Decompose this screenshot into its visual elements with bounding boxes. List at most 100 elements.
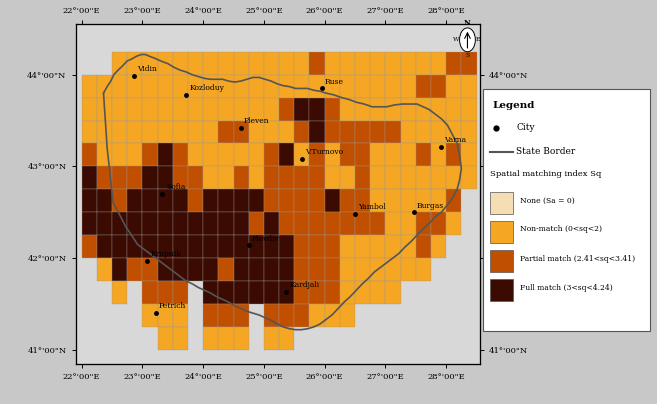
Bar xyxy=(355,98,371,120)
Bar xyxy=(386,235,401,258)
Bar xyxy=(203,258,218,281)
Bar xyxy=(386,52,401,75)
Bar xyxy=(309,143,325,166)
Bar xyxy=(81,166,97,189)
Bar xyxy=(264,98,279,120)
Bar xyxy=(309,258,325,281)
Bar xyxy=(97,258,112,281)
Text: Yambol: Yambol xyxy=(358,203,386,211)
Bar xyxy=(386,281,401,304)
Bar xyxy=(416,143,431,166)
Bar xyxy=(143,281,158,304)
Bar xyxy=(386,258,401,281)
Bar xyxy=(249,281,264,304)
Bar xyxy=(371,189,386,212)
Bar xyxy=(431,143,446,166)
Bar xyxy=(371,212,386,235)
Bar xyxy=(325,166,340,189)
Bar xyxy=(233,304,249,327)
Bar xyxy=(97,98,112,120)
Bar xyxy=(461,52,476,75)
Bar xyxy=(294,75,309,98)
Bar xyxy=(203,281,218,304)
Bar xyxy=(97,143,112,166)
FancyBboxPatch shape xyxy=(483,89,650,331)
Bar xyxy=(446,166,461,189)
Bar xyxy=(309,212,325,235)
Bar xyxy=(81,189,97,212)
Bar xyxy=(431,166,446,189)
Text: Vidin: Vidin xyxy=(137,65,158,73)
Bar xyxy=(203,98,218,120)
Bar xyxy=(264,212,279,235)
Bar xyxy=(431,212,446,235)
Bar xyxy=(279,52,294,75)
Bar xyxy=(461,166,476,189)
Bar xyxy=(203,143,218,166)
Bar xyxy=(279,212,294,235)
Bar xyxy=(294,304,309,327)
Bar xyxy=(489,250,513,272)
Bar xyxy=(203,75,218,98)
Bar xyxy=(371,143,386,166)
Bar xyxy=(294,281,309,304)
Bar xyxy=(233,258,249,281)
Text: Full match (3<sq<4.24): Full match (3<sq<4.24) xyxy=(520,284,612,292)
Bar xyxy=(173,235,188,258)
Bar xyxy=(386,189,401,212)
Bar xyxy=(401,98,416,120)
Bar xyxy=(340,98,355,120)
Bar xyxy=(188,235,203,258)
Bar xyxy=(325,235,340,258)
Bar xyxy=(279,98,294,120)
Text: E: E xyxy=(476,37,480,42)
Bar xyxy=(127,120,143,143)
Bar xyxy=(416,75,431,98)
Bar xyxy=(294,52,309,75)
Bar xyxy=(81,235,97,258)
Text: Krupnik: Krupnik xyxy=(150,250,181,258)
Bar xyxy=(143,166,158,189)
Bar xyxy=(279,258,294,281)
Bar xyxy=(294,258,309,281)
Text: N: N xyxy=(464,19,471,27)
Bar xyxy=(233,235,249,258)
Bar xyxy=(158,75,173,98)
Bar xyxy=(233,98,249,120)
Bar xyxy=(340,258,355,281)
Bar xyxy=(158,212,173,235)
Bar xyxy=(97,75,112,98)
Bar xyxy=(158,304,173,327)
Bar xyxy=(188,143,203,166)
Bar xyxy=(355,120,371,143)
Bar xyxy=(309,52,325,75)
Text: None (Sa = 0): None (Sa = 0) xyxy=(520,196,574,204)
Bar xyxy=(173,327,188,350)
Bar xyxy=(279,166,294,189)
Bar xyxy=(173,52,188,75)
Text: Kozloduy: Kozloduy xyxy=(189,84,224,92)
Bar xyxy=(446,212,461,235)
Bar xyxy=(340,189,355,212)
Bar xyxy=(218,75,233,98)
Bar xyxy=(188,75,203,98)
Bar xyxy=(188,120,203,143)
Bar xyxy=(158,258,173,281)
Text: Non-match (0<sq<2): Non-match (0<sq<2) xyxy=(520,225,602,234)
Bar xyxy=(416,52,431,75)
Bar xyxy=(158,235,173,258)
Bar xyxy=(325,52,340,75)
Bar xyxy=(294,189,309,212)
Bar xyxy=(401,120,416,143)
Bar xyxy=(386,143,401,166)
Bar xyxy=(264,52,279,75)
Bar xyxy=(188,189,203,212)
Bar xyxy=(340,143,355,166)
Bar xyxy=(158,166,173,189)
Bar xyxy=(173,166,188,189)
Text: Varna: Varna xyxy=(443,137,466,144)
Bar xyxy=(446,75,461,98)
Bar xyxy=(173,98,188,120)
Bar xyxy=(489,279,513,301)
Bar xyxy=(416,166,431,189)
